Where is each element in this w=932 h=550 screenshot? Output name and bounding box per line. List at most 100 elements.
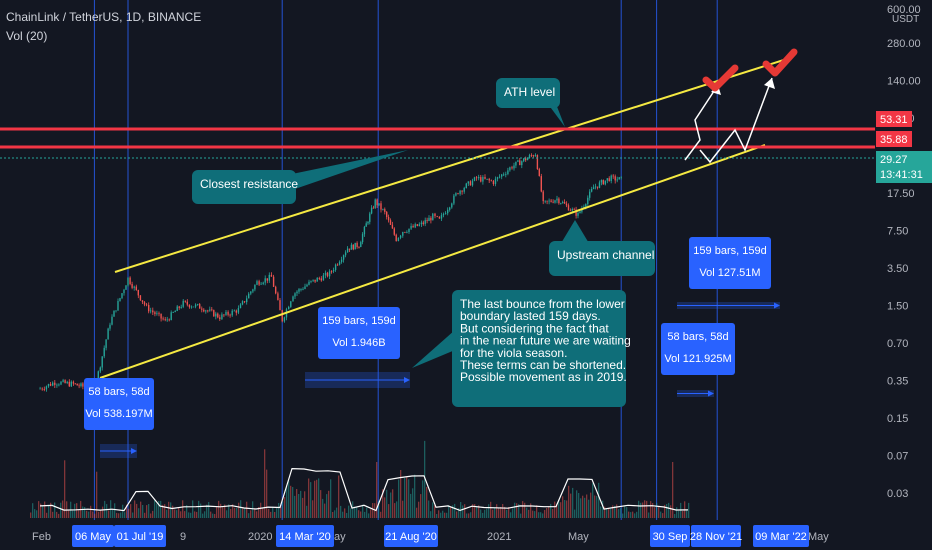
candle-body xyxy=(440,215,443,219)
symbol-title[interactable]: ChainLink / TetherUS, 1D, BINANCE xyxy=(6,10,202,24)
volume-bar xyxy=(438,510,440,518)
volume-bar xyxy=(194,511,196,518)
candle-body xyxy=(389,220,392,225)
callout-closest-tail xyxy=(292,150,408,190)
volume-bar xyxy=(654,507,656,518)
candle-body xyxy=(162,318,164,320)
candle-body xyxy=(467,181,469,184)
candle-body xyxy=(616,179,618,181)
candle-body xyxy=(52,382,54,386)
volume-bar xyxy=(144,512,146,518)
volume-bar xyxy=(116,512,118,518)
candle-body xyxy=(213,310,215,317)
volume-bar xyxy=(676,507,678,518)
candle-body xyxy=(201,308,203,310)
candle-body xyxy=(393,228,395,235)
candle-body xyxy=(598,182,601,188)
candle-body xyxy=(451,203,453,208)
volume-bar xyxy=(540,512,542,518)
volume-bar xyxy=(40,503,42,518)
volume-bar xyxy=(92,511,94,518)
candle-body xyxy=(404,232,406,233)
candle-body xyxy=(211,309,213,311)
price-tick: 140.00 xyxy=(887,76,921,88)
volume-bar xyxy=(176,510,178,518)
volume-bar xyxy=(318,478,320,518)
volume-bar xyxy=(472,504,474,518)
volume-bar xyxy=(480,509,482,518)
candle-body xyxy=(608,178,610,181)
volume-bar xyxy=(356,506,358,518)
date-marker-bg xyxy=(753,525,809,547)
volume-bar xyxy=(578,493,580,518)
volume-bar xyxy=(142,505,144,518)
volume-bar xyxy=(254,508,256,518)
volume-bar xyxy=(366,507,368,518)
volume-bar xyxy=(112,509,114,518)
indicator-label[interactable]: Vol (20) xyxy=(6,29,48,43)
candle-body xyxy=(556,198,558,201)
candle-body xyxy=(606,178,608,181)
volume-bar xyxy=(216,507,218,518)
volume-bar xyxy=(256,511,258,518)
volume-bar xyxy=(326,494,328,518)
volume-bar xyxy=(604,506,606,518)
candle-body xyxy=(469,181,472,186)
volume-bar xyxy=(336,507,338,518)
price-label-bg xyxy=(876,131,912,147)
candle-body xyxy=(290,301,292,307)
volume-bar xyxy=(46,512,48,518)
volume-bar xyxy=(152,510,154,518)
candle-body xyxy=(97,371,99,383)
volume-bar xyxy=(276,508,278,518)
candle-body xyxy=(72,381,75,384)
candle-body xyxy=(544,200,546,202)
candle-body xyxy=(281,310,283,322)
volume-bar xyxy=(456,511,458,518)
time-tick: May xyxy=(808,531,829,543)
volume-bar xyxy=(656,502,658,518)
time-axis: Feb 9 2020 ay 2021 May May 06 May 01 Jul '19 14 M… xyxy=(32,525,829,547)
candle-body xyxy=(438,216,441,219)
candle-body xyxy=(326,272,329,277)
candle-body xyxy=(256,281,258,285)
volume-bar xyxy=(200,503,202,518)
candle-body xyxy=(322,275,325,281)
candle-body xyxy=(382,209,384,210)
volume-bar xyxy=(502,504,504,518)
volume-bar xyxy=(334,510,336,518)
volume-bar xyxy=(32,503,34,518)
candle-body xyxy=(109,324,111,329)
candle-body xyxy=(361,234,364,243)
volume-ma-line xyxy=(39,467,689,512)
candle-body xyxy=(344,252,347,256)
candle-body xyxy=(612,175,614,177)
candle-body xyxy=(145,304,148,306)
volume-bar xyxy=(536,505,538,518)
candle-body xyxy=(424,220,426,224)
volume-bar xyxy=(210,511,212,518)
candle-body xyxy=(62,380,64,382)
candle-body xyxy=(143,302,146,305)
volume-bar xyxy=(374,503,376,518)
volume-bar xyxy=(128,508,130,518)
candle-body xyxy=(60,381,62,385)
volume-bar xyxy=(348,505,350,518)
candle-body xyxy=(342,255,345,260)
candle-body xyxy=(174,311,176,313)
candle-body xyxy=(560,203,562,204)
bars-info-box-1-text: 58 bars, 58d xyxy=(88,386,149,398)
volume-bar xyxy=(166,509,168,518)
candle-body xyxy=(552,201,554,203)
candle-body xyxy=(227,311,229,315)
candle-body xyxy=(119,298,121,301)
candle-body xyxy=(565,203,568,206)
volume-bar xyxy=(546,508,548,518)
candle-body xyxy=(148,305,150,312)
volume-bar xyxy=(148,504,150,518)
candle-body xyxy=(158,313,160,315)
volume-bar xyxy=(364,511,366,518)
volume-bar xyxy=(320,490,322,518)
volume-bar xyxy=(208,502,210,518)
